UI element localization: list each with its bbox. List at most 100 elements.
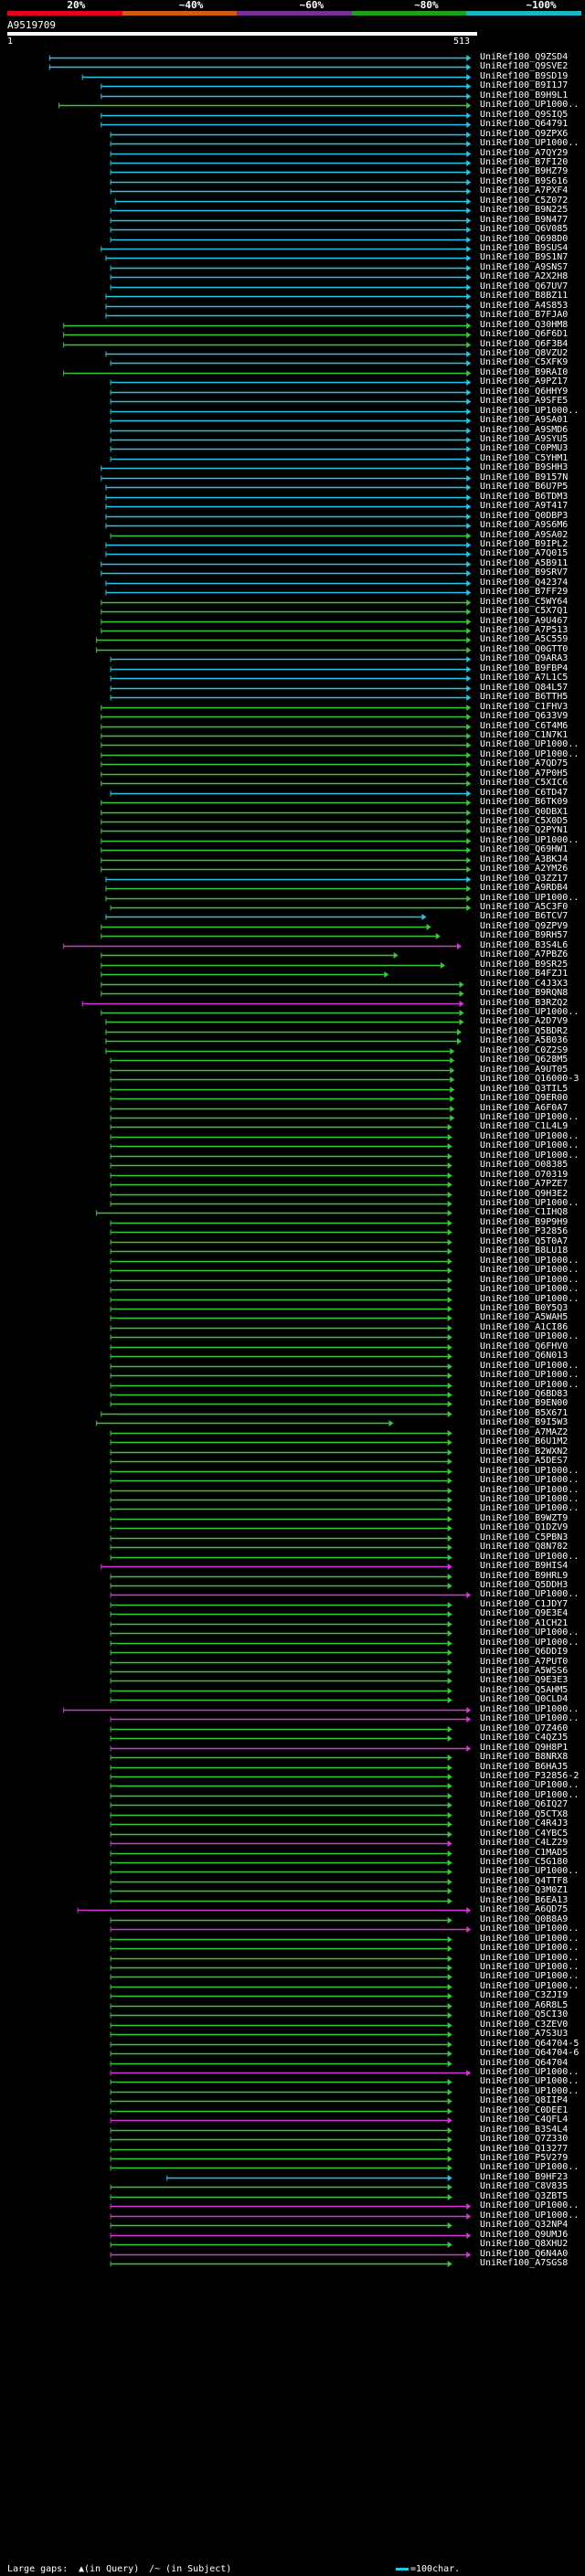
hit-line[interactable] bbox=[110, 1353, 452, 1360]
hit-label[interactable]: UniRef100_B9SHH3 bbox=[480, 462, 569, 472]
hit-line[interactable] bbox=[110, 2232, 472, 2239]
hit-line[interactable] bbox=[110, 1220, 452, 1226]
hit-line[interactable] bbox=[101, 733, 472, 739]
hit-label[interactable]: UniRef100_UP1000.. bbox=[480, 1866, 580, 1876]
hit-line[interactable] bbox=[110, 1182, 452, 1188]
hit-label[interactable]: UniRef100_C3ZEV0 bbox=[480, 2019, 569, 2030]
hit-line[interactable] bbox=[110, 2003, 452, 2009]
hit-label[interactable]: UniRef100_Q3ZBT5 bbox=[480, 2191, 569, 2201]
hit-label[interactable]: UniRef100_B9EN00 bbox=[480, 1398, 569, 1408]
hit-line[interactable] bbox=[110, 1334, 452, 1341]
hit-label[interactable]: UniRef100_P32856 bbox=[480, 1226, 569, 1236]
hit-line[interactable] bbox=[110, 2051, 452, 2057]
hit-label[interactable]: UniRef100_Q16000-3 bbox=[480, 1074, 580, 1084]
hit-label[interactable]: UniRef100_Q64791 bbox=[480, 119, 569, 129]
hit-label[interactable]: UniRef100_UP1000.. bbox=[480, 1256, 580, 1266]
hit-line[interactable] bbox=[105, 580, 472, 587]
hit-line[interactable] bbox=[101, 752, 472, 758]
hit-line[interactable] bbox=[110, 1201, 452, 1207]
hit-line[interactable] bbox=[101, 475, 472, 482]
hit-line[interactable] bbox=[110, 1831, 452, 1838]
hit-line[interactable] bbox=[110, 1297, 452, 1303]
hit-label[interactable]: UniRef100_B9IPL2 bbox=[480, 539, 569, 549]
hit-line[interactable] bbox=[101, 810, 472, 816]
hit-line[interactable] bbox=[110, 1277, 452, 1284]
hit-label[interactable]: UniRef100_A2YM26 bbox=[480, 864, 569, 874]
hit-label[interactable]: UniRef100_O70319 bbox=[480, 1170, 569, 1180]
hit-line[interactable] bbox=[105, 542, 472, 548]
hit-label[interactable]: UniRef100_A2D7V9 bbox=[480, 1016, 569, 1026]
hit-line[interactable] bbox=[110, 2136, 452, 2143]
hit-label[interactable]: UniRef100_A9SMD6 bbox=[480, 425, 569, 435]
hit-line[interactable] bbox=[110, 2070, 472, 2076]
hit-line[interactable] bbox=[101, 705, 472, 711]
hit-label[interactable]: UniRef100_C0Z2S9 bbox=[480, 1045, 569, 1055]
hit-label[interactable]: UniRef100_A9SA02 bbox=[480, 530, 569, 540]
hit-label[interactable]: UniRef100_C5PBN3 bbox=[480, 1532, 569, 1542]
hit-line[interactable] bbox=[63, 323, 472, 329]
hit-line[interactable] bbox=[105, 896, 472, 902]
hit-label[interactable]: UniRef100_Q9ZSD4 bbox=[480, 52, 569, 62]
hit-line[interactable] bbox=[105, 589, 472, 596]
hit-line[interactable] bbox=[110, 1162, 452, 1169]
hit-line[interactable] bbox=[110, 1688, 452, 1694]
hit-line[interactable] bbox=[96, 1210, 452, 1216]
hit-label[interactable]: UniRef100_B9I1J7 bbox=[480, 80, 569, 90]
hit-label[interactable]: UniRef100_B9HIS4 bbox=[480, 1561, 569, 1571]
hit-label[interactable]: UniRef100_C5YHM1 bbox=[480, 453, 569, 463]
hit-line[interactable] bbox=[105, 1038, 463, 1044]
hit-label[interactable]: UniRef100_B6TDM3 bbox=[480, 492, 569, 502]
hit-line[interactable] bbox=[101, 924, 431, 930]
hit-line[interactable] bbox=[105, 484, 472, 491]
hit-line[interactable] bbox=[110, 284, 472, 291]
hit-line[interactable] bbox=[105, 494, 472, 501]
hit-label[interactable]: UniRef100_B6TTH5 bbox=[480, 692, 569, 702]
hit-label[interactable]: UniRef100_A9PZ17 bbox=[480, 376, 569, 387]
hit-label[interactable]: UniRef100_B6TCV7 bbox=[480, 911, 569, 921]
hit-label[interactable]: UniRef100_A7P513 bbox=[480, 625, 569, 635]
hit-line[interactable] bbox=[110, 1898, 452, 1904]
hit-label[interactable]: UniRef100_A6R8L5 bbox=[480, 2000, 569, 2010]
hit-label[interactable]: UniRef100_A1CH21 bbox=[480, 1618, 569, 1628]
hit-label[interactable]: UniRef100_B9S616 bbox=[480, 176, 569, 186]
hit-line[interactable] bbox=[110, 905, 472, 911]
hit-line[interactable] bbox=[110, 694, 472, 701]
hit-label[interactable]: UniRef100_B9RQN8 bbox=[480, 988, 569, 998]
hit-label[interactable]: UniRef100_Q6V085 bbox=[480, 224, 569, 234]
hit-line[interactable] bbox=[110, 1478, 452, 1484]
hit-label[interactable]: UniRef100_B9N225 bbox=[480, 205, 569, 215]
hit-line[interactable] bbox=[110, 1774, 452, 1780]
hit-line[interactable] bbox=[110, 1458, 452, 1465]
hit-line[interactable] bbox=[110, 1888, 452, 1894]
hit-label[interactable]: UniRef100_A9RDB4 bbox=[480, 883, 569, 893]
hit-label[interactable]: UniRef100_B8BZ11 bbox=[480, 291, 569, 301]
hit-label[interactable]: UniRef100_A7MAZ2 bbox=[480, 1427, 569, 1437]
hit-label[interactable]: UniRef100_A5B036 bbox=[480, 1035, 569, 1045]
hit-line[interactable] bbox=[110, 1153, 452, 1160]
hit-line[interactable] bbox=[110, 398, 472, 405]
hit-label[interactable]: UniRef100_UP1000.. bbox=[480, 1713, 580, 1723]
hit-line[interactable] bbox=[96, 647, 472, 653]
hit-line[interactable] bbox=[110, 1087, 455, 1093]
hit-label[interactable]: UniRef100_A9SFE5 bbox=[480, 396, 569, 406]
hit-line[interactable] bbox=[101, 761, 472, 768]
hit-label[interactable]: UniRef100_UP1000.. bbox=[480, 749, 580, 759]
hit-label[interactable]: UniRef100_A7Q015 bbox=[480, 548, 569, 558]
hit-line[interactable] bbox=[110, 1812, 452, 1818]
hit-label[interactable]: UniRef100_C1N7K1 bbox=[480, 730, 569, 740]
hit-label[interactable]: UniRef100_UP1000.. bbox=[480, 1503, 580, 1513]
hit-line[interactable] bbox=[110, 1554, 452, 1561]
hit-line[interactable] bbox=[110, 1439, 452, 1446]
hit-label[interactable]: UniRef100_C4YBC5 bbox=[480, 1829, 569, 1839]
hit-label[interactable]: UniRef100_UP1000.. bbox=[480, 1790, 580, 1800]
hit-label[interactable]: UniRef100_Q9ZPV9 bbox=[480, 921, 569, 931]
hit-label[interactable]: UniRef100_B2WXN2 bbox=[480, 1447, 569, 1457]
hit-label[interactable]: UniRef100_Q8N782 bbox=[480, 1542, 569, 1552]
hit-label[interactable]: UniRef100_Q84L57 bbox=[480, 683, 569, 693]
hit-label[interactable]: UniRef100_Q5T0A7 bbox=[480, 1236, 569, 1246]
hit-label[interactable]: UniRef100_B6TK09 bbox=[480, 797, 569, 807]
hit-label[interactable]: UniRef100_Q4TTF8 bbox=[480, 1876, 569, 1886]
hit-label[interactable]: UniRef100_UP1000.. bbox=[480, 1485, 580, 1495]
hit-line[interactable] bbox=[101, 771, 472, 778]
hit-line[interactable] bbox=[110, 685, 472, 692]
